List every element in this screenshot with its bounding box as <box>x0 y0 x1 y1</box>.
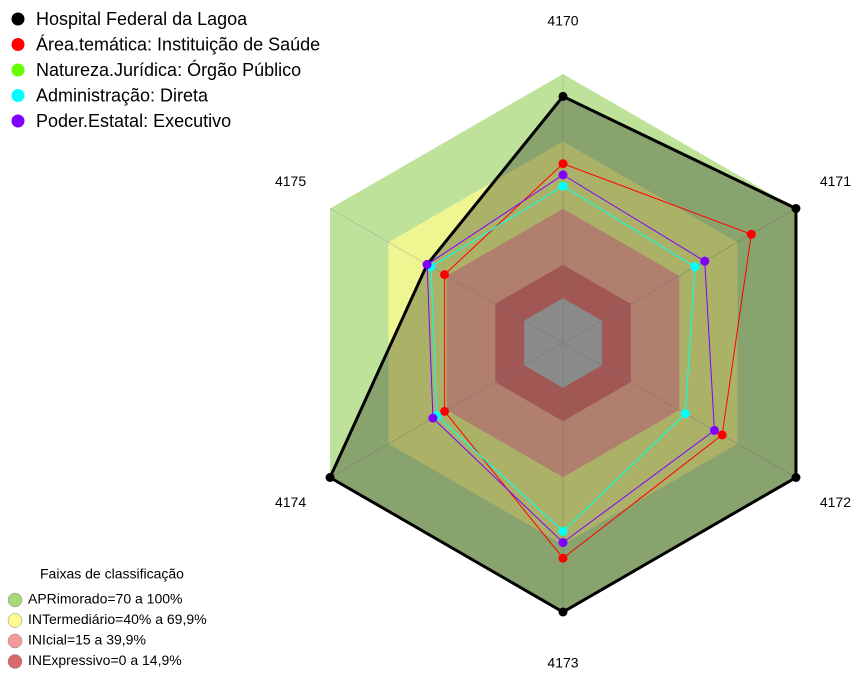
spoke <box>562 342 797 478</box>
data-point <box>558 170 568 180</box>
axis-label: 4171 <box>820 173 851 189</box>
axis-label: 4174 <box>275 494 306 510</box>
band-legend-title: Faixas de classificação <box>40 566 184 582</box>
band-legend-label: INExpressivo=0 a 14,9% <box>28 652 182 668</box>
axis-label: 4175 <box>275 173 306 189</box>
band-legend-label: APRimorado=70 a 100% <box>28 591 183 607</box>
legend-label: Área.temática: Instituição de Saúde <box>36 34 320 54</box>
legend-marker <box>11 38 25 51</box>
data-point <box>558 553 568 563</box>
data-point <box>709 425 719 435</box>
data-point <box>558 526 568 536</box>
band-legend-label: INTermediário=40% a 69,9% <box>28 611 207 627</box>
band-legend-marker <box>7 592 23 608</box>
spoke <box>562 208 797 344</box>
legend-label: Administração: Direta <box>36 85 209 105</box>
legend-marker <box>11 63 25 77</box>
data-point <box>680 409 690 419</box>
band-legend-label: INIcial=15 a 39,9% <box>28 632 146 648</box>
axis-label: 4172 <box>820 494 851 510</box>
legend-marker <box>11 12 25 26</box>
data-point <box>558 181 568 191</box>
data-point <box>558 607 568 617</box>
data-point <box>422 260 432 270</box>
band-legend-marker <box>7 633 23 649</box>
data-point <box>440 270 450 280</box>
data-point <box>428 413 438 423</box>
legend-label: Hospital Federal da Lagoa <box>36 9 248 29</box>
data-point <box>558 538 568 548</box>
axis-label: 4173 <box>547 655 578 671</box>
legend-marker <box>11 89 25 102</box>
data-point <box>325 473 335 482</box>
data-point <box>791 473 801 482</box>
data-point <box>700 256 710 266</box>
data-point <box>690 262 700 272</box>
band-legend-marker <box>7 613 23 628</box>
legend-label: Natureza.Jurídica: Órgão Público <box>36 59 301 80</box>
data-point <box>558 91 568 101</box>
data-point <box>558 159 568 169</box>
data-point <box>746 229 756 239</box>
data-point <box>440 406 450 416</box>
legend-marker <box>11 114 25 128</box>
legend-label: Poder.Estatal: Executivo <box>36 111 231 131</box>
axis-label: 4170 <box>547 13 578 29</box>
band-legend-marker <box>7 654 23 669</box>
data-point <box>791 204 801 213</box>
data-point <box>717 430 727 440</box>
